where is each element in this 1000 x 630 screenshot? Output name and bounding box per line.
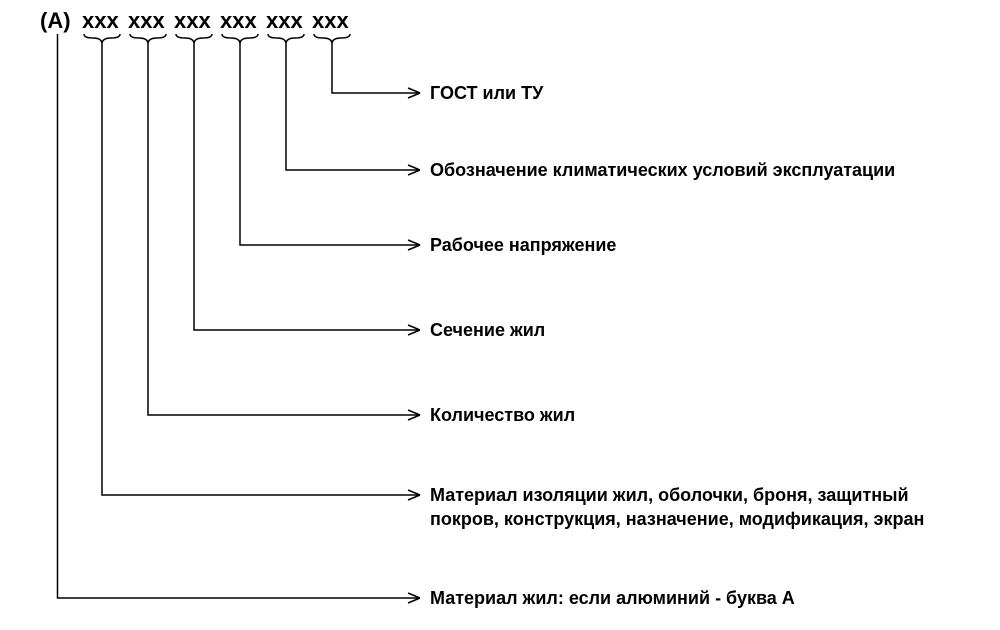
- connector: [286, 44, 390, 170]
- connector: [58, 34, 391, 598]
- header-token: ххх: [82, 8, 119, 33]
- token-brace: [176, 34, 212, 44]
- legend-label: Сечение жил: [430, 320, 545, 340]
- header-token: ххх: [266, 8, 303, 33]
- legend-label: покров, конструкция, назначение, модифик…: [430, 509, 924, 529]
- legend-label: Материал жил: если алюминий - буква А: [430, 588, 795, 608]
- token-brace: [130, 34, 166, 44]
- legend-label: Рабочее напряжение: [430, 235, 616, 255]
- connector: [102, 44, 390, 495]
- header-token: ххх: [220, 8, 257, 33]
- token-brace: [314, 34, 350, 44]
- header-token: ххх: [128, 8, 165, 33]
- connector: [148, 44, 390, 415]
- connector: [240, 44, 390, 245]
- legend-label: Обозначение климатических условий эксплу…: [430, 160, 895, 180]
- header-token: ххх: [174, 8, 211, 33]
- legend-label: Количество жил: [430, 405, 575, 425]
- header-token: (А): [40, 8, 71, 33]
- token-brace: [268, 34, 304, 44]
- token-brace: [222, 34, 258, 44]
- legend-label: Материал изоляции жил, оболочки, броня, …: [430, 485, 909, 505]
- legend-label: ГОСТ или ТУ: [430, 83, 544, 103]
- header-token: ххх: [312, 8, 349, 33]
- token-brace: [84, 34, 120, 44]
- connector: [194, 44, 390, 330]
- connector: [332, 44, 390, 93]
